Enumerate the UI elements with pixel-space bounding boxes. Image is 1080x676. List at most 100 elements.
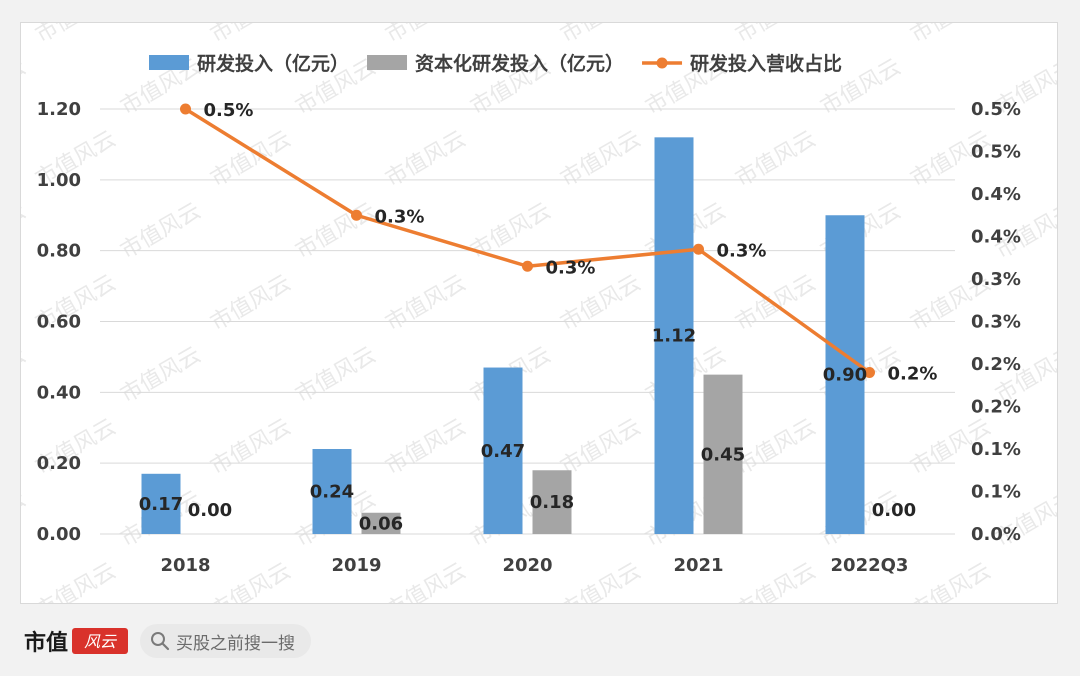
x-tick-label: 2022Q3 [831, 555, 909, 576]
watermark-text: 市值风云 [382, 23, 471, 48]
bar-data-label: 0.17 [139, 494, 183, 515]
bar-data-label: 1.12 [652, 326, 696, 347]
legend-label: 资本化研发投入（亿元） [415, 52, 624, 75]
y-right-tick-label: 0.0% [971, 524, 1021, 545]
watermark-text: 市值风云 [207, 23, 296, 48]
y-right-tick-label: 0.1% [971, 482, 1021, 503]
line-data-label: 0.3% [717, 240, 767, 261]
watermark-text: 市值风云 [382, 559, 471, 603]
bar-data-label: 0.45 [701, 444, 745, 465]
line-data-label: 0.5% [204, 100, 254, 121]
y-left-tick-label: 0.80 [37, 241, 81, 262]
label-layer: 0.17 0.24 0.47 1.12 0.90 0.00 0.06 0.18 0.45 0.00… [139, 100, 938, 534]
watermark-text: 市值风云 [292, 199, 381, 265]
watermark-text: 市值风云 [557, 271, 646, 337]
axis-layer: 0.00 0.20 0.40 0.60 0.80 1.00 1.20 0.0% 0.1% 0.1%… [37, 99, 1021, 576]
bar-data-label: 0.00 [872, 500, 916, 521]
legend-label: 研发投入（亿元） [197, 52, 349, 75]
line-data-label: 0.2% [888, 364, 938, 385]
chart-card: 市值风云 市值风云 市值风云 市值风云 市值风云 市值风云 市值风云 市值风云 市值风云 市值风云… [20, 22, 1058, 604]
bar [483, 367, 523, 534]
line-layer [180, 103, 875, 378]
watermark-text: 市值风云 [32, 23, 121, 48]
y-right-tick-label: 0.4% [971, 184, 1021, 205]
y-left-tick-label: 0.20 [37, 453, 81, 474]
watermark-text: 市值风云 [207, 127, 296, 193]
watermark-text: 市值风云 [382, 271, 471, 337]
bar-data-label: 0.06 [359, 513, 403, 534]
line-data-label: 0.3% [546, 257, 596, 278]
bar-layer [141, 137, 865, 534]
y-right-tick-label: 0.1% [971, 439, 1021, 460]
watermark-text: 市值风云 [382, 415, 471, 481]
line-point [693, 243, 704, 255]
y-right-tick-label: 0.4% [971, 227, 1021, 248]
y-right-tick-label: 0.3% [971, 269, 1021, 290]
y-right-tick-label: 0.5% [971, 99, 1021, 120]
y-right-tick-label: 0.3% [971, 312, 1021, 333]
watermark-text: 市值风云 [907, 559, 996, 603]
watermark-text: 市值风云 [207, 415, 296, 481]
bar [654, 137, 694, 534]
line-point [180, 103, 191, 115]
watermark-text: 市值风云 [21, 199, 30, 265]
watermark-text: 市值风云 [207, 559, 296, 603]
bar-data-label: 0.24 [310, 482, 354, 503]
y-right-tick-label: 0.5% [971, 142, 1021, 163]
line-point [864, 367, 875, 378]
x-tick-label: 2018 [160, 555, 210, 576]
legend-layer: 研发投入（亿元） 资本化研发投入（亿元） 研发投入营收占比 [149, 52, 842, 75]
search-placeholder: 买股之前搜一搜 [176, 633, 295, 654]
line-data-label: 0.3% [375, 206, 425, 227]
brand-name: 市值 [24, 631, 69, 656]
x-tick-label: 2021 [673, 555, 723, 576]
watermark-text: 市值风云 [732, 559, 821, 603]
search-box[interactable]: 买股之前搜一搜 [140, 624, 311, 658]
watermark-text: 市值风云 [21, 343, 30, 409]
bar [141, 473, 181, 534]
legend-swatch [367, 55, 408, 70]
legend-swatch [149, 55, 189, 70]
bar [361, 512, 401, 534]
bar [312, 449, 352, 534]
bar-data-label: 0.90 [823, 365, 867, 386]
line-point [522, 260, 533, 272]
x-tick-label: 2019 [331, 555, 381, 576]
watermark-text: 市值风云 [117, 199, 206, 265]
legend-label: 研发投入营收占比 [690, 52, 842, 75]
brand-logo-icon: 风云 [72, 628, 129, 654]
watermark-text: 市值风云 [117, 343, 206, 409]
watermark-text: 市值风云 [21, 487, 30, 553]
bar-data-label: 0.47 [481, 441, 525, 462]
watermark-text: 市值风云 [32, 559, 121, 603]
y-left-tick-label: 1.20 [37, 99, 81, 120]
watermark-text: 市值风云 [557, 559, 646, 603]
watermark-text: 市值风云 [21, 55, 30, 121]
bar [532, 470, 572, 534]
x-tick-label: 2020 [502, 555, 552, 576]
y-right-tick-label: 0.2% [971, 397, 1021, 418]
bar-data-label: 0.00 [188, 500, 232, 521]
y-left-tick-label: 1.00 [37, 170, 81, 191]
y-left-tick-label: 0.00 [37, 524, 81, 545]
grid-layer [100, 108, 955, 535]
bar [825, 215, 865, 534]
watermark-text: 市值风云 [732, 23, 821, 48]
legend-marker [656, 57, 668, 69]
svg-text:风云: 风云 [84, 632, 118, 651]
watermark-text: 市值风云 [382, 127, 471, 193]
y-left-tick-label: 0.60 [37, 312, 81, 333]
watermark-text: 市值风云 [292, 343, 381, 409]
bar-data-label: 0.18 [530, 492, 574, 513]
y-right-tick-label: 0.2% [971, 354, 1021, 375]
line-point [351, 209, 362, 221]
watermark-text: 市值风云 [557, 127, 646, 193]
y-left-tick-label: 0.40 [37, 382, 81, 403]
watermark-text: 市值风云 [467, 199, 556, 265]
brand: 市值 风云 [24, 624, 129, 658]
bar [703, 374, 743, 534]
watermark-text: 市值风云 [557, 23, 646, 48]
watermark-text: 市值风云 [907, 23, 996, 48]
search-icon [151, 632, 170, 651]
